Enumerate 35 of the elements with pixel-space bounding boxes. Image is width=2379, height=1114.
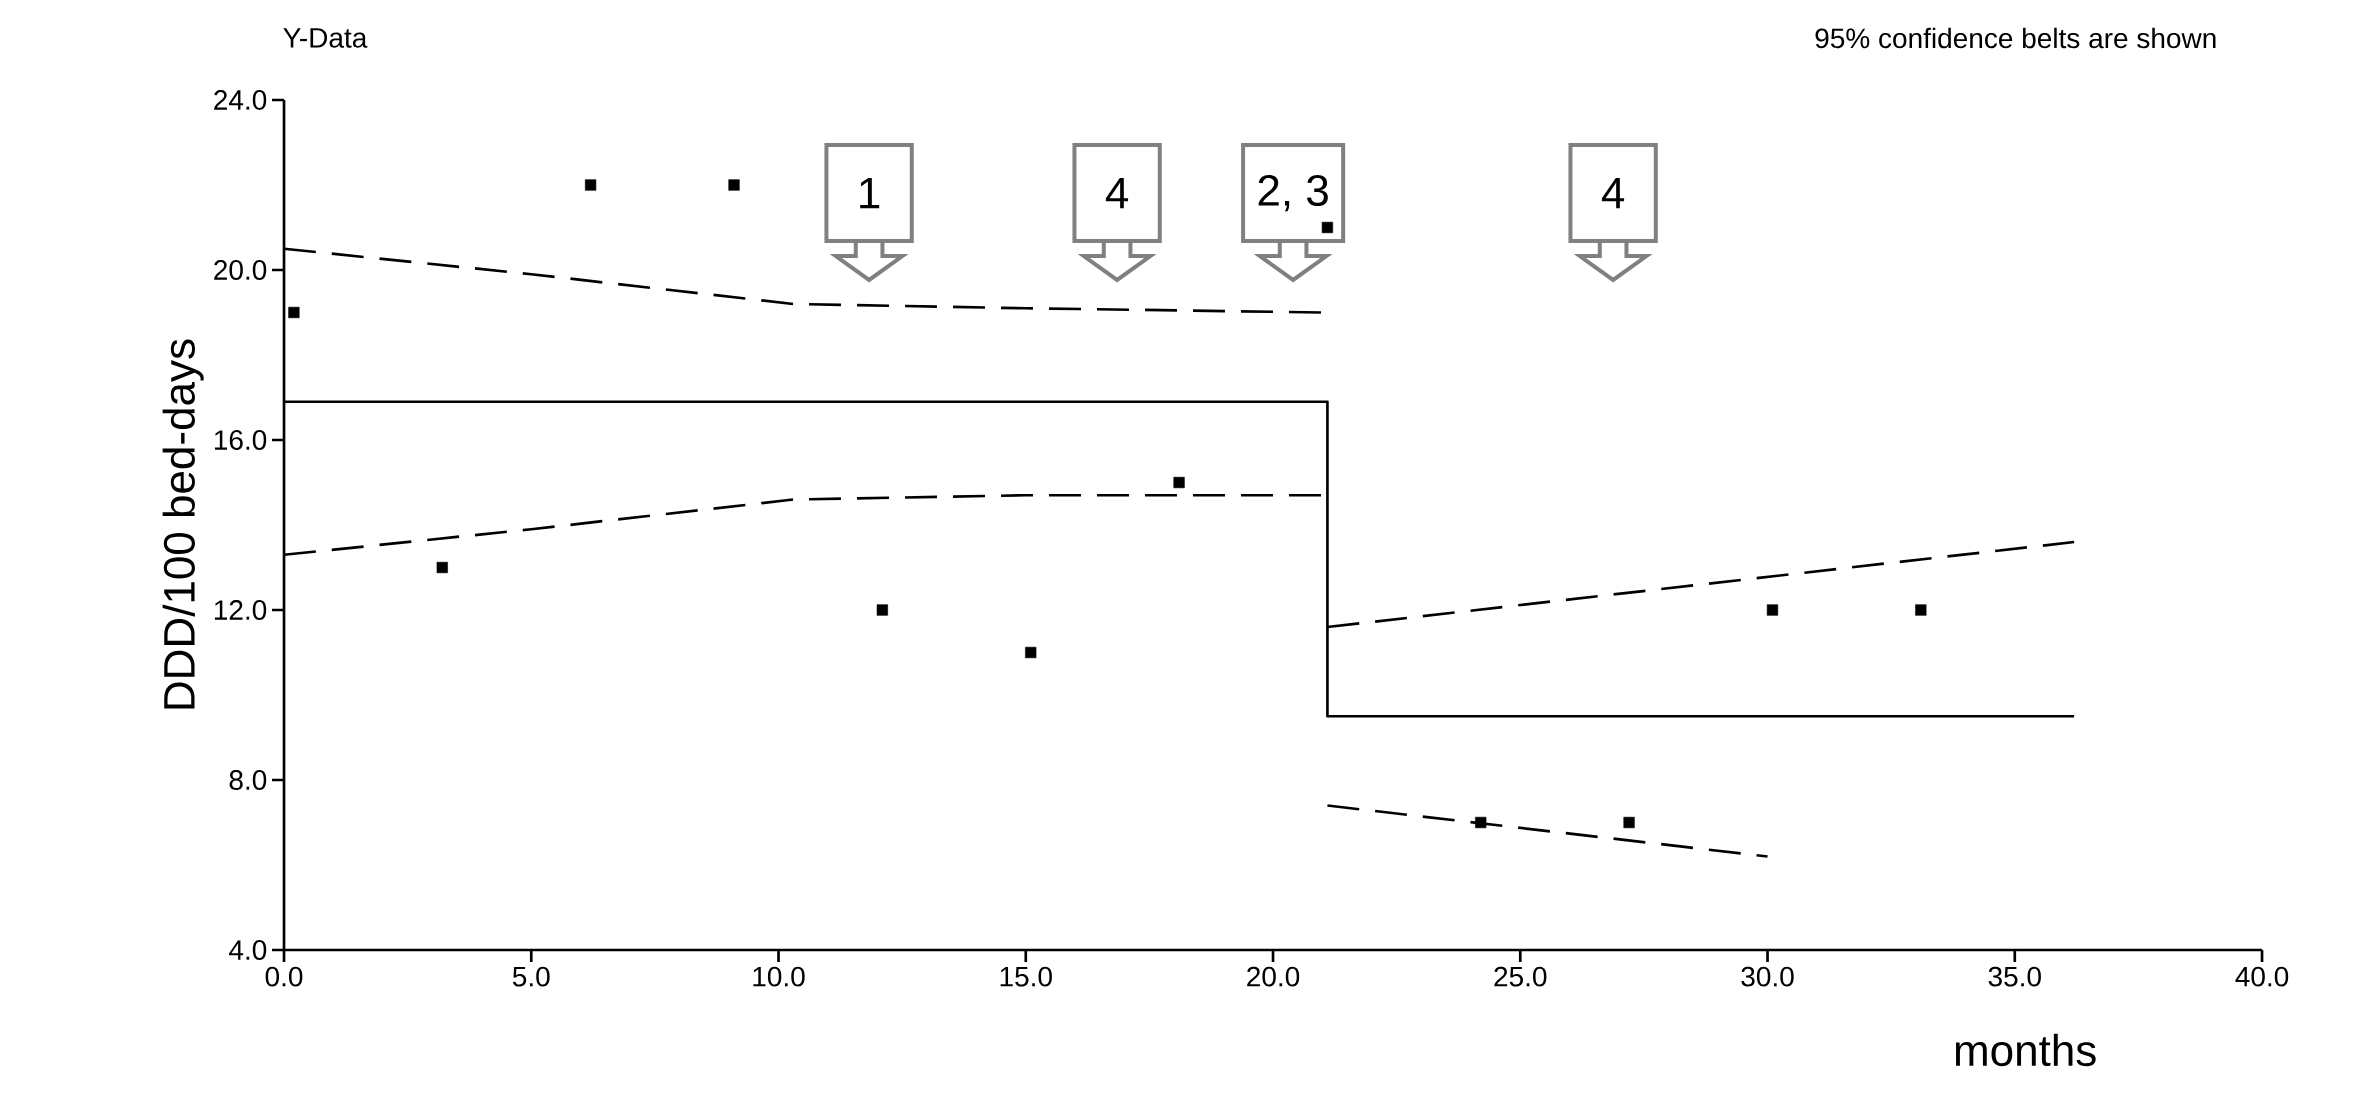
point — [436, 561, 448, 574]
x-tick-label: 25.0 — [1494, 966, 1547, 987]
annotation: 4 — [1105, 177, 1129, 209]
chart-subtitle: 95% confidence belts are shown — [1815, 27, 2216, 49]
text: Y-Data — [283, 28, 368, 48]
x-tick-label: 0.0 — [265, 966, 303, 987]
y-tick-label: 20.0 — [214, 260, 267, 280]
point — [1623, 816, 1635, 829]
point — [1475, 816, 1487, 829]
point — [876, 604, 888, 616]
point — [1173, 476, 1185, 489]
point — [585, 179, 597, 191]
y-tick-label: 4.0 — [229, 940, 267, 960]
x-tick-label: 20.0 — [1247, 966, 1300, 987]
annotation: 1 — [860, 177, 880, 209]
annotation: 2, 3 — [1258, 174, 1328, 212]
y-tick-label: 24.0 — [214, 90, 267, 110]
x-axis-title: months — [1955, 1033, 2096, 1067]
x-tick-label: 35.0 — [1988, 966, 2041, 987]
point — [1915, 604, 1927, 616]
y-tick-label: 8.0 — [229, 770, 267, 790]
annotation: 4 — [1601, 177, 1625, 209]
point — [288, 306, 300, 319]
point — [1321, 221, 1334, 234]
point — [1766, 604, 1779, 616]
x-tick-label: 10.0 — [753, 966, 805, 987]
y-tick-label: 12.0 — [214, 600, 267, 620]
y-tick-label: 16.0 — [214, 430, 267, 450]
point — [1025, 646, 1037, 659]
y-axis-title: DDD/100 bed-days — [162, 339, 204, 709]
x-tick-label: 30.0 — [1741, 966, 1794, 987]
x-tick-label: 15.0 — [1000, 966, 1052, 987]
x-tick-label: 40.0 — [2235, 966, 2289, 987]
x-tick-label: 5.0 — [512, 966, 550, 987]
point — [728, 179, 740, 191]
